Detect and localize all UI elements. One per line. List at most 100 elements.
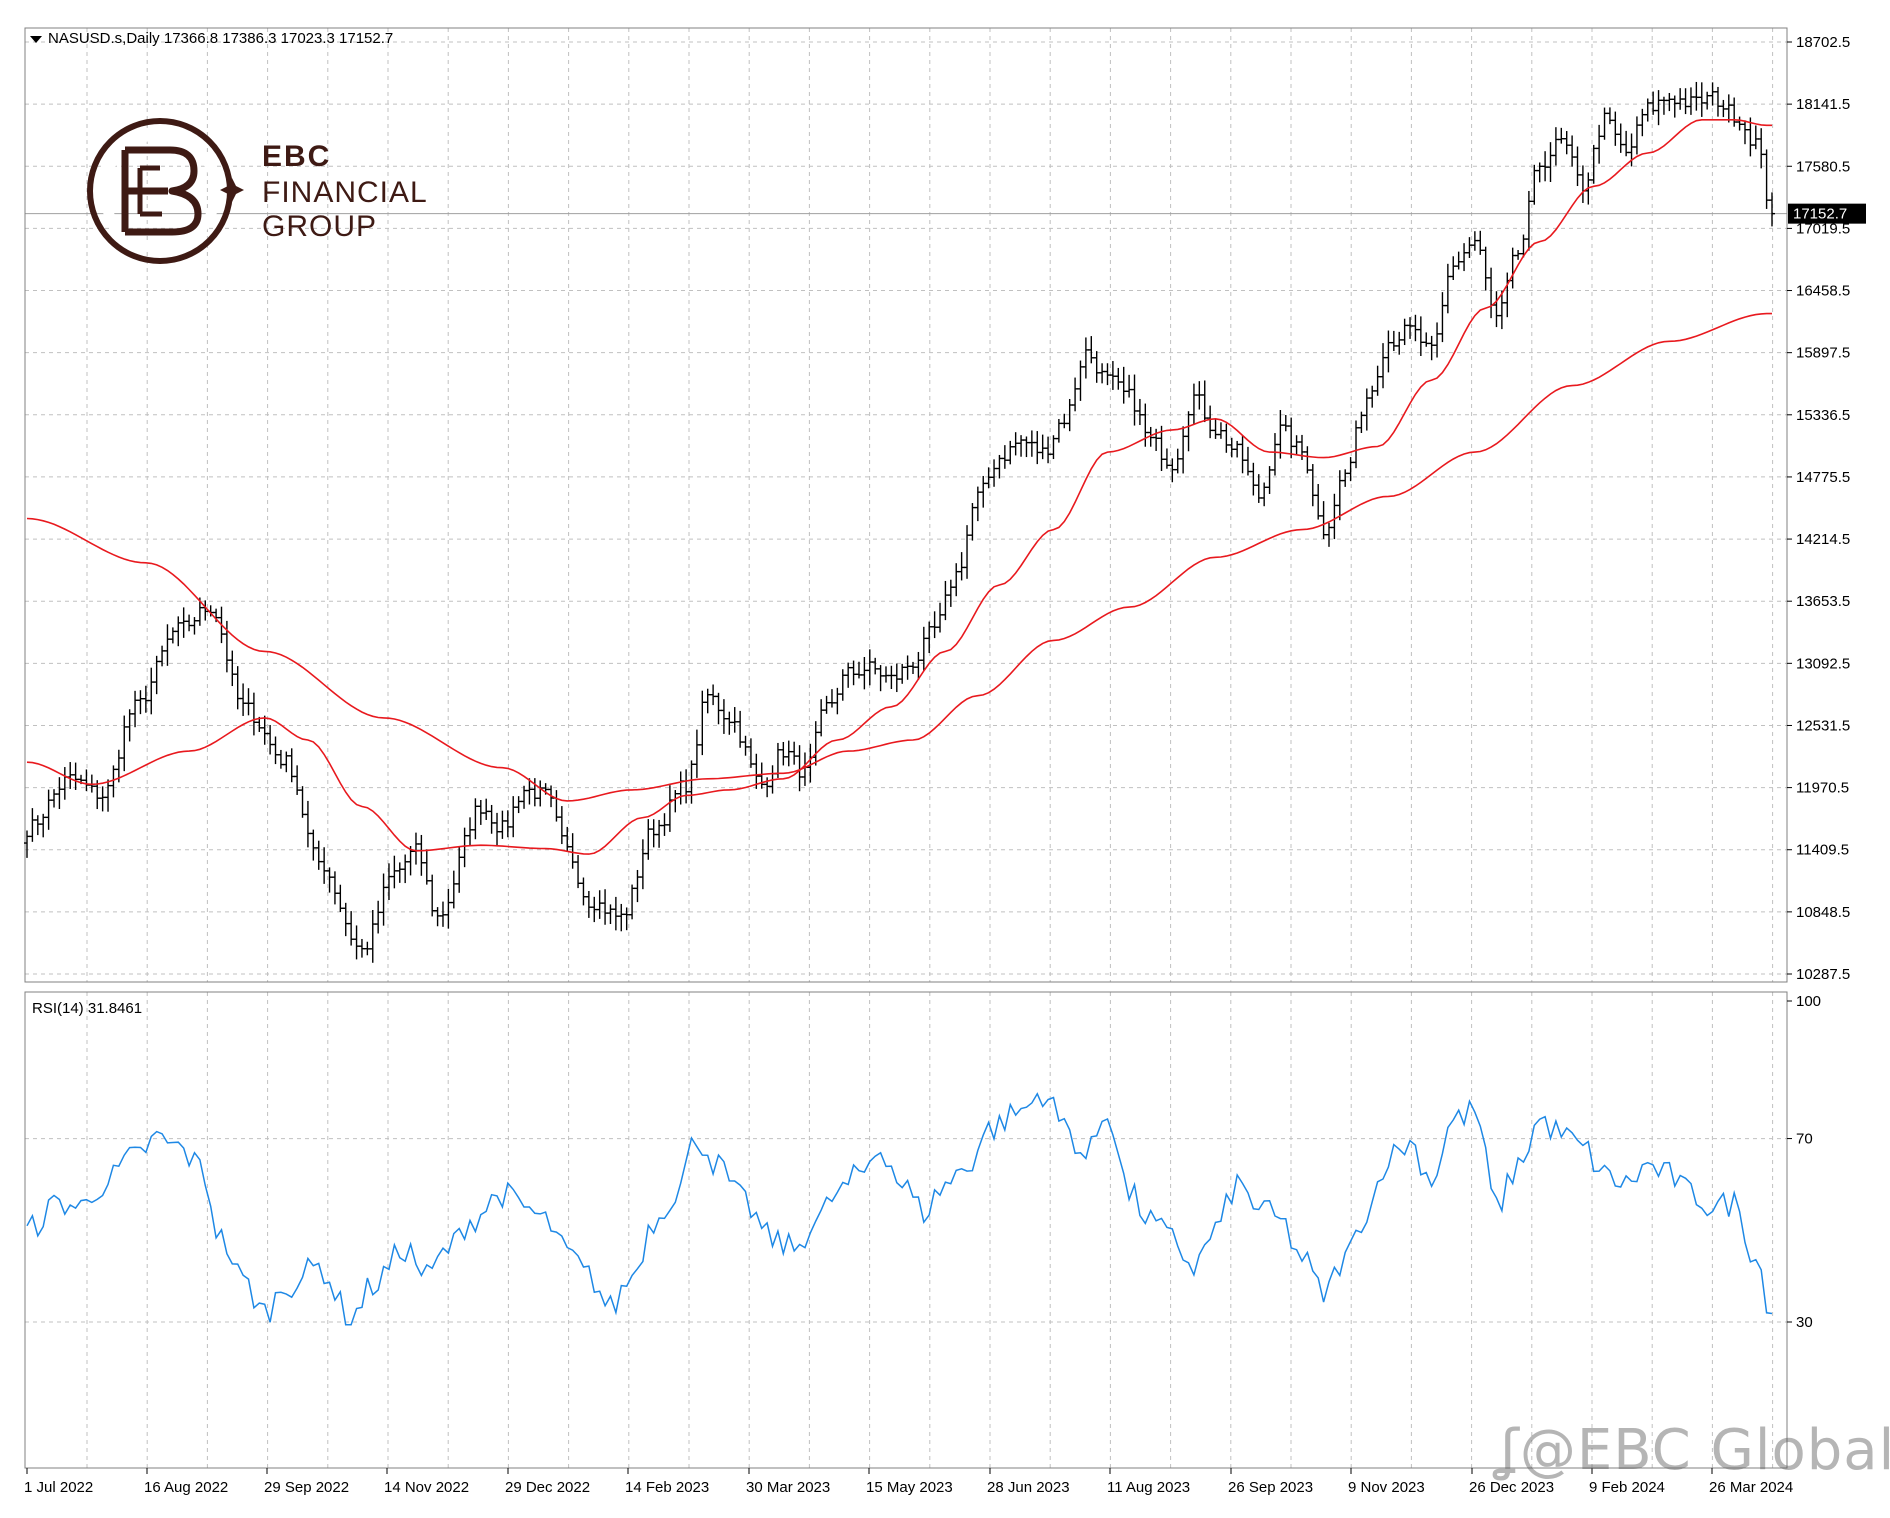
price-bar — [1666, 92, 1673, 112]
price-bar — [996, 454, 1003, 479]
price-bar — [321, 847, 328, 884]
price-bar — [693, 729, 700, 778]
price-bar — [947, 579, 954, 607]
price-bar — [1477, 230, 1484, 255]
price-bar — [1390, 330, 1397, 352]
price-bar — [1250, 462, 1257, 496]
price-bar — [369, 909, 376, 963]
price-bar — [1612, 111, 1619, 146]
price-bar — [845, 662, 852, 688]
price-bar — [1482, 246, 1489, 291]
chart-frames — [24, 27, 1788, 1469]
price-bar — [477, 799, 484, 825]
price-bar — [1763, 149, 1770, 209]
price-bar — [1407, 317, 1414, 339]
price-bar — [828, 689, 835, 708]
price-bar — [521, 785, 528, 809]
price-bar — [153, 655, 160, 695]
x-tick-label: 16 Aug 2022 — [144, 1479, 228, 1496]
price-bar — [494, 812, 501, 847]
price-bar — [331, 871, 338, 905]
price-bar — [780, 741, 787, 766]
price-bar — [1417, 316, 1424, 356]
price-bar — [893, 663, 900, 693]
price-bar — [1028, 430, 1035, 457]
price-bar — [61, 767, 68, 800]
price-bar — [1671, 95, 1678, 118]
x-tick-label: 29 Sep 2022 — [264, 1479, 349, 1496]
price-bar — [629, 884, 636, 920]
price-bar — [1163, 448, 1170, 469]
price-tick-label: 18702.5 — [1796, 34, 1850, 51]
price-bar — [1504, 272, 1511, 318]
price-bar — [1439, 292, 1446, 343]
price-bar — [229, 650, 236, 687]
x-tick-label: 30 Mar 2023 — [746, 1479, 830, 1496]
price-bar — [612, 896, 619, 931]
rsi-tick-label: 100 — [1796, 993, 1821, 1010]
price-bar — [310, 829, 317, 861]
price-bar — [834, 687, 841, 715]
ebc-logo-mark — [87, 118, 244, 264]
price-bar — [1596, 124, 1603, 164]
price-bar — [396, 862, 403, 883]
price-bar — [1007, 440, 1014, 465]
price-bar — [1001, 445, 1008, 469]
price-bar — [29, 808, 36, 842]
price-tick-label: 18141.5 — [1796, 96, 1850, 113]
collapse-triangle-icon[interactable] — [30, 35, 42, 43]
price-bar — [904, 655, 911, 680]
price-bar — [1336, 470, 1343, 521]
price-bar — [1617, 123, 1624, 153]
price-bar — [866, 649, 873, 686]
price-bar — [461, 827, 468, 868]
price-bar — [1741, 120, 1748, 145]
price-bar — [348, 911, 355, 946]
price-bar — [1315, 484, 1322, 520]
price-bar — [72, 762, 79, 790]
price-bar — [1682, 88, 1689, 115]
price-bar — [1023, 436, 1030, 458]
price-tick-label: 13653.5 — [1796, 593, 1850, 610]
price-bar — [391, 855, 398, 889]
price-bar — [434, 907, 441, 927]
price-bar — [974, 486, 981, 522]
price-bar — [1450, 256, 1457, 281]
price-bar — [537, 780, 544, 807]
price-bar — [99, 786, 106, 812]
price-bar — [861, 657, 868, 690]
price-bar — [1720, 99, 1727, 118]
moving-averages — [26, 119, 1772, 855]
x-tick-label: 29 Dec 2022 — [505, 1479, 590, 1496]
price-bar — [812, 721, 819, 766]
price-bar — [499, 810, 506, 839]
price-bar — [758, 762, 765, 789]
price-tick-label: 15336.5 — [1796, 407, 1850, 424]
price-bar — [1601, 107, 1608, 140]
price-bar — [1515, 249, 1522, 260]
price-bar — [1509, 247, 1516, 289]
price-bar — [164, 624, 171, 666]
price-bar — [1104, 363, 1111, 386]
price-bar — [1558, 127, 1565, 144]
price-bar — [1234, 440, 1241, 458]
price-bar — [926, 621, 933, 654]
price-bar — [1018, 435, 1025, 457]
price-bar — [56, 777, 63, 810]
price-bar — [953, 563, 960, 597]
price-bar — [683, 769, 690, 804]
price-bar — [488, 804, 495, 834]
price-bar — [250, 692, 257, 736]
price-tick-label: 14775.5 — [1796, 469, 1850, 486]
price-bar — [1677, 88, 1684, 110]
price-bar — [791, 741, 798, 765]
price-bar — [467, 817, 474, 846]
price-bar — [1569, 135, 1576, 167]
price-bar — [1266, 466, 1273, 494]
price-bars — [24, 81, 1775, 963]
price-bar — [1045, 436, 1052, 464]
price-bar — [1725, 94, 1732, 123]
price-bar — [288, 748, 295, 783]
price-bar — [186, 614, 193, 632]
